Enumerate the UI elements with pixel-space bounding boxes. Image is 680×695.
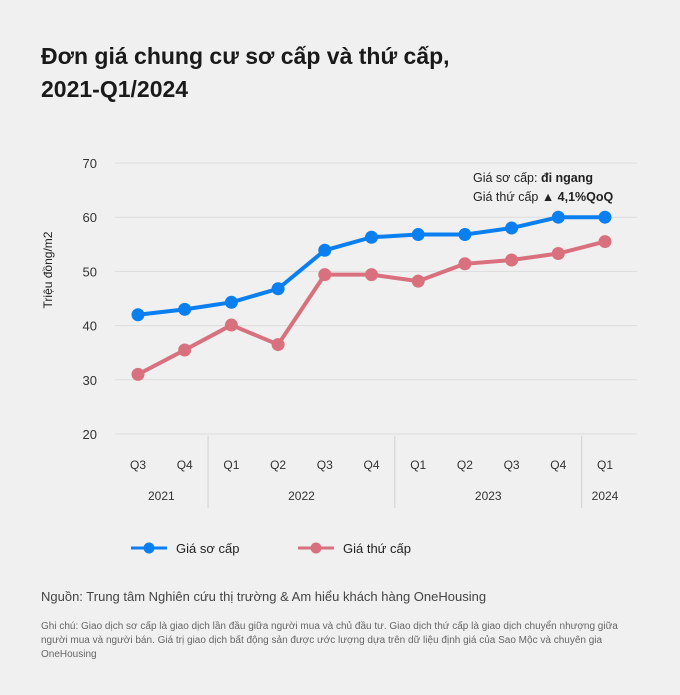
x-group-label: 2021 (148, 489, 175, 503)
x-tick-label: Q3 (504, 458, 520, 472)
x-group-label: 2022 (288, 489, 315, 503)
data-point (598, 210, 612, 224)
x-group-label: 2024 (592, 489, 619, 503)
data-point (318, 243, 332, 257)
data-point (178, 302, 192, 316)
data-point (551, 247, 565, 261)
y-tick-label: 50 (83, 264, 97, 279)
data-point (551, 210, 565, 224)
x-tick-label: Q4 (177, 458, 193, 472)
data-point (365, 230, 378, 244)
data-point (224, 318, 238, 332)
data-point (224, 295, 238, 309)
legend-marker (310, 542, 322, 554)
legend-label: Giá sơ cấp (176, 541, 239, 556)
y-axis-label: Triệu đồng/m2 (41, 231, 55, 308)
data-point (505, 253, 519, 267)
y-tick-label: 40 (83, 319, 97, 334)
y-tick-label: 20 (83, 427, 97, 442)
note-text: Ghi chú: Giao dịch sơ cấp là giao dịch l… (41, 621, 618, 660)
line-chart: 20 30 40 50 60 70 Triệu đồng/m2 Q3 Q4 Q1 Q2 Q3 Q4 Q1 Q… (41, 156, 637, 556)
chart-title: Đơn giá chung cư sơ cấp và thứ cấp, 2021… (41, 40, 450, 106)
x-tick-label: Q4 (363, 458, 379, 472)
legend-label: Giá thứ cấp (343, 541, 411, 556)
x-tick-label: Q3 (130, 458, 146, 472)
y-tick-label: 30 (83, 373, 97, 388)
x-tick-label: Q1 (410, 458, 426, 472)
title-line-2: 2021-Q1/2024 (41, 76, 189, 102)
data-point (131, 308, 145, 322)
data-point (458, 228, 472, 242)
data-point (598, 235, 612, 249)
data-point (271, 338, 285, 352)
data-point (411, 274, 425, 288)
data-point (271, 282, 285, 296)
series-line-2 (137, 239, 606, 377)
annotation-primary: Giá sơ cấp: đi ngang (473, 171, 593, 185)
legend-marker (143, 542, 155, 554)
y-tick-label: 60 (83, 210, 97, 225)
x-tick-label: Q2 (457, 458, 473, 472)
data-point (178, 343, 192, 357)
data-point (318, 268, 332, 282)
x-tick-label: Q4 (550, 458, 566, 472)
x-tick-label: Q3 (317, 458, 333, 472)
x-group-label: 2023 (475, 489, 502, 503)
x-tick-label: Q1 (597, 458, 613, 472)
data-point (365, 268, 378, 282)
x-tick-label: Q1 (223, 458, 239, 472)
source-text: Nguồn: Trung tâm Nghiên cứu thị trường &… (41, 589, 487, 604)
y-tick-label: 70 (83, 156, 97, 171)
x-tick-label: Q2 (270, 458, 286, 472)
data-point (458, 257, 472, 271)
data-point (131, 367, 145, 381)
data-point (411, 228, 425, 242)
annotation-secondary: Giá thứ cấp ▲ 4,1%QoQ (473, 190, 614, 204)
title-line-1: Đơn giá chung cư sơ cấp và thứ cấp, (41, 43, 450, 69)
data-point (505, 221, 519, 235)
